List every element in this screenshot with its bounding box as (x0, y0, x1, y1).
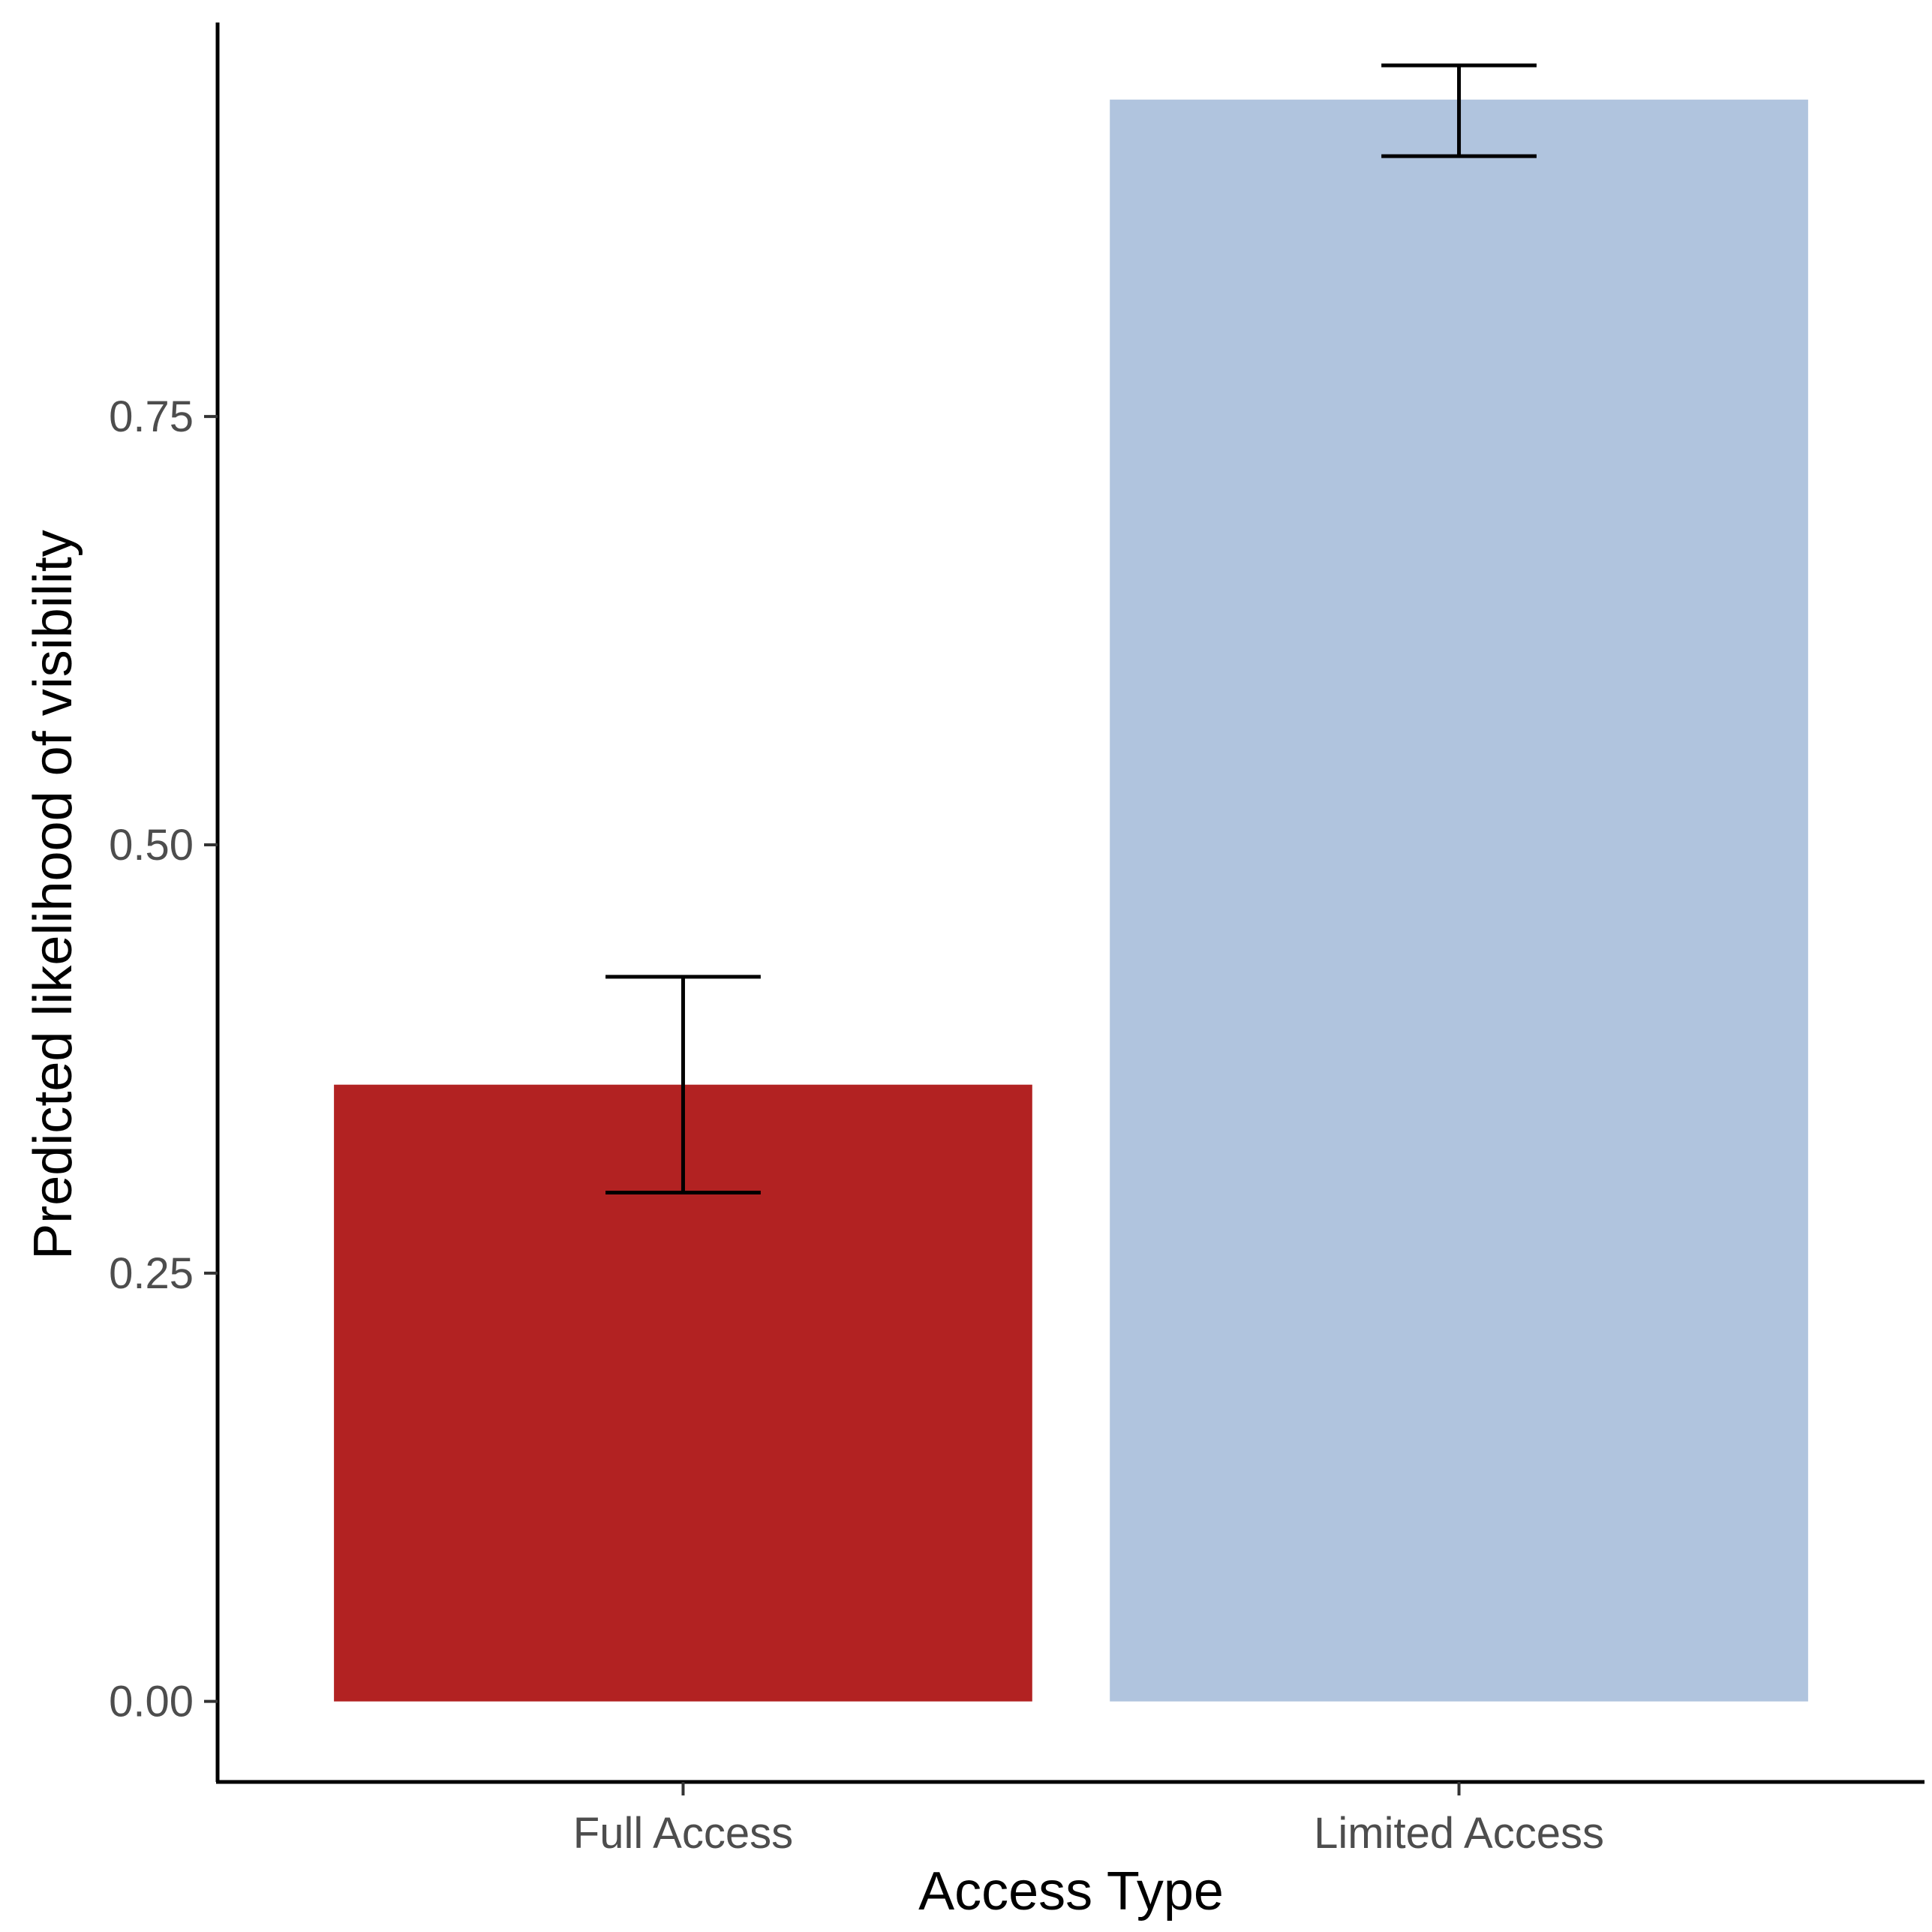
error-bars (605, 63, 1537, 1195)
y-tick-label: 0.50 (109, 821, 194, 870)
bar-limited-access (1110, 99, 1808, 1702)
x-axis-ticks: Full Access Limited Access (573, 1782, 1604, 1858)
y-tick-label: 0.00 (109, 1678, 194, 1726)
x-tick-label-full-access: Full Access (573, 1809, 793, 1858)
x-axis-title: Access Type (918, 1861, 1224, 1921)
y-axis-ticks: 0.00 0.25 0.50 0.75 (109, 392, 218, 1726)
bars (334, 99, 1808, 1702)
y-tick-label: 0.25 (109, 1249, 194, 1298)
axes (215, 23, 1924, 1784)
y-axis-title: Predicted likelihood of visibility (23, 530, 83, 1259)
error-bar-full-access (605, 975, 761, 1195)
error-bar-limited-access (1381, 63, 1537, 158)
y-tick-label: 0.75 (109, 392, 194, 441)
x-tick-label-limited-access: Limited Access (1314, 1809, 1604, 1858)
